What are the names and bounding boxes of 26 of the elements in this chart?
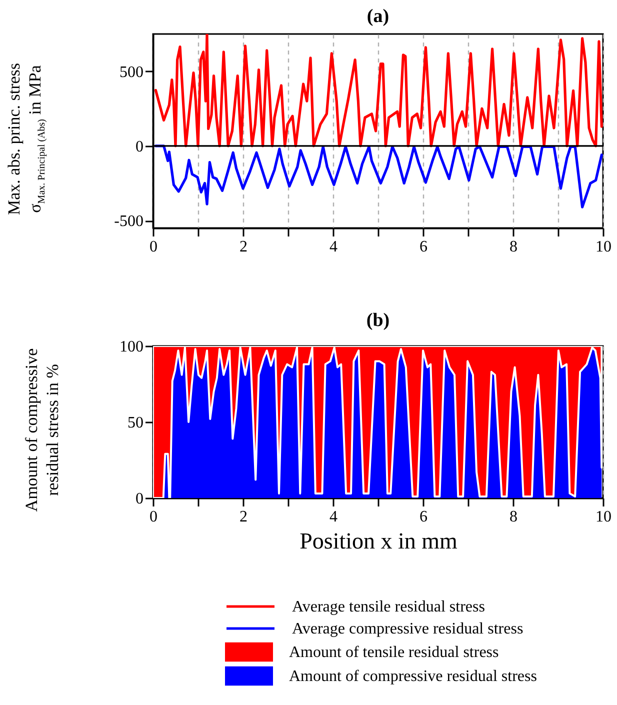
legend-label: Amount of tensile residual stress xyxy=(289,644,499,661)
y-tick-label: 0 xyxy=(136,490,144,508)
x-tick-label: 4 xyxy=(330,238,338,256)
x-tick-label: 0 xyxy=(150,508,158,526)
y-axis-title: Amount of compressive residual stress in % xyxy=(21,347,63,514)
x-tick-label: 2 xyxy=(240,508,248,526)
chart-title: (a) xyxy=(366,6,390,27)
x-tick-label: 0 xyxy=(150,238,158,256)
y-tick-label: 50 xyxy=(128,414,144,432)
legend-label: Average compressive residual stress xyxy=(292,620,524,638)
x-tick-label: 6 xyxy=(420,508,428,526)
x-tick-label: 8 xyxy=(510,238,518,256)
legend-label: Average tensile residual stress xyxy=(292,598,485,616)
x-tick-label: 4 xyxy=(330,508,338,526)
y-tick-label: 100 xyxy=(120,338,144,356)
x-tick-label: 10 xyxy=(596,238,612,256)
y-tick-label: -500 xyxy=(114,213,144,230)
x-tick-label: 8 xyxy=(510,508,518,526)
x-tick-label: 2 xyxy=(240,238,248,256)
chart-title: (b) xyxy=(366,310,390,331)
x-tick-label: 6 xyxy=(420,238,428,256)
x-tick-label: 10 xyxy=(596,508,612,526)
legend-label: Amount of compressive residual stress xyxy=(289,668,537,685)
y-tick-label: 500 xyxy=(120,64,144,81)
y-tick-label: 0 xyxy=(136,138,144,156)
x-axis-title: Position x in mm xyxy=(300,528,458,554)
